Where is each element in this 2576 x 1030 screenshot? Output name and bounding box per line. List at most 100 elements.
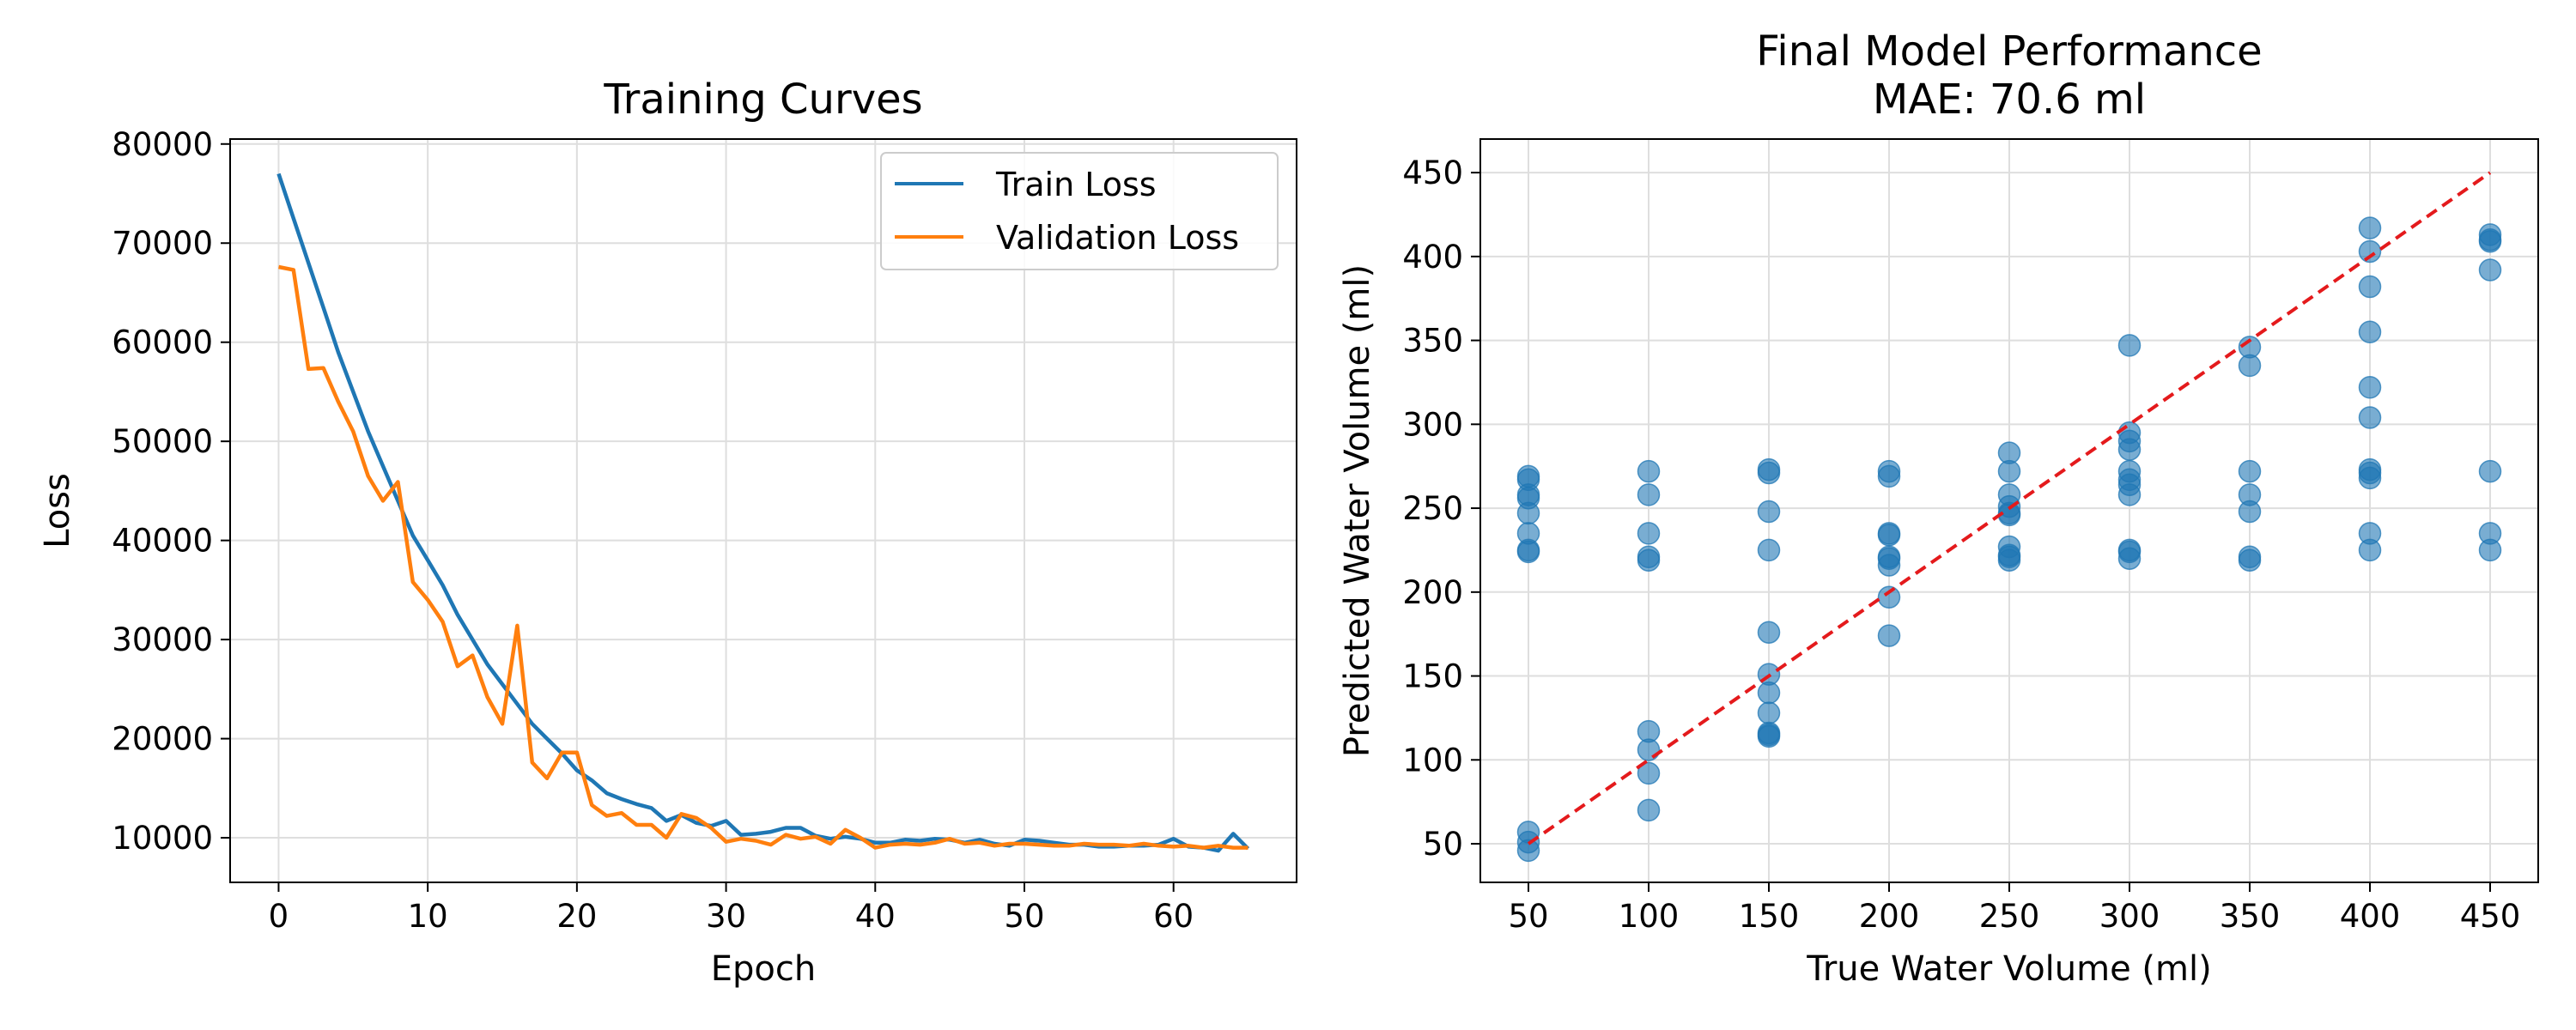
scatter-point <box>1637 798 1661 822</box>
scatter-point <box>1757 701 1781 724</box>
legend-validation-loss-label: Validation Loss <box>996 219 1239 257</box>
y-tick-label: 150 <box>1402 658 1463 695</box>
scatter-point <box>1637 738 1661 761</box>
performance-y-axis-label: Predicted Water Volume (ml) <box>1338 264 1377 757</box>
y-tick-label: 350 <box>1402 323 1463 360</box>
ideal-reference-line <box>1527 171 2492 845</box>
scatter-point <box>1516 540 1540 564</box>
scatter-point <box>2238 459 2262 483</box>
scatter-point <box>1997 545 2021 569</box>
x-tick-label: 450 <box>2460 898 2521 935</box>
scatter-point <box>1877 524 1901 547</box>
legend-train-loss-label: Train Loss <box>995 166 1157 203</box>
x-tick-label: 40 <box>855 898 896 935</box>
scatter-point <box>1516 501 1540 525</box>
y-tick-label: 20000 <box>112 721 213 758</box>
y-tick-label: 80000 <box>112 126 213 163</box>
x-tick-label: 150 <box>1739 898 1800 935</box>
x-tick-label: 20 <box>556 898 597 935</box>
training-grid <box>230 139 1297 882</box>
scatter-point <box>2358 239 2382 264</box>
scatter-point <box>2358 320 2382 344</box>
y-tick-label: 60000 <box>112 324 213 361</box>
x-tick-label: 350 <box>2220 898 2281 935</box>
scatter-point <box>2358 376 2382 399</box>
scatter-point <box>2238 500 2262 524</box>
scatter-point <box>2117 334 2142 357</box>
model-performance-panel: 50 100 150 200 250 300 350 400 450 50 100 150 200 25… <box>1338 27 2539 989</box>
training-curves-panel: 0 10 20 30 40 50 60 10000 20000 30000 40000 50000 6… <box>38 76 1297 989</box>
performance-x-ticks: 50 100 150 200 250 300 350 400 450 <box>1508 882 2520 935</box>
training-x-ticks: 0 10 20 30 40 50 60 <box>269 882 1194 935</box>
scatter-point <box>1877 624 1901 647</box>
scatter-point <box>2238 354 2262 378</box>
scatter-point <box>1877 585 1901 609</box>
scatter-point <box>1877 545 1901 569</box>
scatter-point <box>1997 459 2021 483</box>
scatter-point <box>1637 483 1661 506</box>
training-series <box>276 173 1250 853</box>
y-tick-label: 10000 <box>112 820 213 857</box>
scatter-point <box>2238 548 2262 572</box>
scatter-point <box>1757 538 1781 562</box>
training-legend: Train Loss Validation Loss <box>880 152 1279 270</box>
legend-box <box>880 152 1279 270</box>
x-tick-label: 300 <box>2099 898 2160 935</box>
y-tick-label: 30000 <box>112 621 213 658</box>
x-tick-label: 250 <box>1979 898 2040 935</box>
series-line-1 <box>278 264 1249 850</box>
scatter-point <box>1757 461 1781 485</box>
training-chart-title: Training Curves <box>603 76 922 124</box>
scatter-point <box>2117 483 2142 506</box>
x-tick-label: 0 <box>269 898 289 935</box>
scatter-point <box>2117 547 2142 570</box>
scatter-point <box>2358 538 2382 562</box>
y-tick-label: 40000 <box>112 523 213 560</box>
x-tick-label: 10 <box>408 898 448 935</box>
y-tick-label: 100 <box>1402 742 1463 779</box>
scatter-point <box>2478 229 2502 253</box>
y-tick-label: 300 <box>1402 406 1463 443</box>
x-tick-label: 100 <box>1619 898 1680 935</box>
scatter-point <box>2478 258 2502 282</box>
scatter-point <box>2478 538 2502 562</box>
training-axes-frame <box>229 138 1297 883</box>
training-x-axis-label: Epoch <box>711 949 816 989</box>
x-tick-label: 50 <box>1508 898 1548 935</box>
x-tick-label: 400 <box>2340 898 2401 935</box>
training-y-ticks: 10000 20000 30000 40000 50000 60000 70000 80000 <box>112 126 230 857</box>
training-y-axis-label: Loss <box>38 473 77 548</box>
scatter-point <box>2478 459 2502 483</box>
scatter-point <box>1757 500 1781 524</box>
scatter-point <box>1757 724 1781 748</box>
scatter-point <box>1516 839 1540 863</box>
scatter-point <box>1757 621 1781 644</box>
performance-y-ticks: 50 100 150 200 250 300 350 400 450 <box>1402 154 1480 863</box>
x-tick-label: 60 <box>1153 898 1194 935</box>
performance-chart-title: Final Model Performance <box>1756 27 2262 76</box>
scatter-point <box>1637 522 1661 545</box>
scatter-point <box>2358 275 2382 299</box>
y-tick-label: 50000 <box>112 423 213 460</box>
scatter-point <box>1757 681 1781 705</box>
y-tick-label: 70000 <box>112 225 213 262</box>
scatter-point <box>1637 548 1661 572</box>
x-tick-label: 50 <box>1004 898 1044 935</box>
scatter-point <box>1637 459 1661 483</box>
performance-scatter-points <box>1516 216 2502 863</box>
scatter-point <box>2117 438 2142 461</box>
performance-chart-subtitle: MAE: 70.6 ml <box>1873 76 2146 124</box>
y-tick-label: 450 <box>1402 154 1463 191</box>
x-tick-label: 200 <box>1859 898 1920 935</box>
y-tick-label: 50 <box>1423 826 1463 863</box>
x-tick-label: 30 <box>706 898 746 935</box>
scatter-point <box>2358 216 2382 239</box>
scatter-point <box>2358 406 2382 429</box>
y-tick-label: 400 <box>1402 239 1463 276</box>
scatter-point <box>2358 466 2382 490</box>
y-tick-label: 200 <box>1402 574 1463 611</box>
scatter-point <box>1637 761 1661 785</box>
scatter-point <box>1877 464 1901 488</box>
y-tick-label: 250 <box>1402 490 1463 527</box>
